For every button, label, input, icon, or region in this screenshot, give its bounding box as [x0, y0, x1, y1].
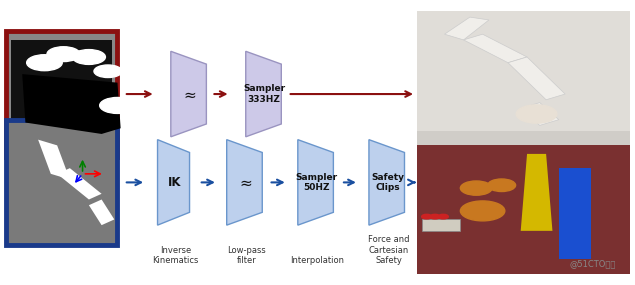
- Text: @51CTO博客: @51CTO博客: [570, 259, 616, 268]
- Circle shape: [438, 214, 448, 219]
- Circle shape: [516, 105, 557, 123]
- Circle shape: [488, 179, 516, 192]
- Circle shape: [422, 214, 432, 219]
- Bar: [417, 11, 630, 274]
- Circle shape: [100, 97, 135, 113]
- Polygon shape: [369, 140, 404, 225]
- Bar: [422, 219, 460, 231]
- Polygon shape: [246, 51, 281, 137]
- Polygon shape: [298, 140, 333, 225]
- Polygon shape: [227, 140, 262, 225]
- Polygon shape: [22, 74, 121, 134]
- Bar: [417, 11, 630, 131]
- Text: Sampler
50HZ: Sampler 50HZ: [295, 173, 337, 192]
- Text: Low-pass
filter: Low-pass filter: [227, 246, 266, 265]
- Polygon shape: [464, 34, 527, 63]
- Text: $\approx$: $\approx$: [237, 175, 253, 190]
- Bar: [6, 120, 117, 245]
- Polygon shape: [521, 154, 552, 231]
- Bar: [11, 40, 112, 148]
- Polygon shape: [508, 57, 565, 100]
- Text: Force and
Cartesian
Safety: Force and Cartesian Safety: [368, 235, 410, 265]
- Text: Safety
Clips: Safety Clips: [371, 173, 404, 192]
- Text: Interpolation: Interpolation: [290, 256, 345, 265]
- Polygon shape: [157, 140, 190, 225]
- Circle shape: [72, 50, 105, 64]
- Circle shape: [94, 65, 122, 78]
- Polygon shape: [57, 168, 102, 199]
- Circle shape: [47, 47, 80, 62]
- Text: $\approx$: $\approx$: [181, 87, 197, 101]
- Text: Sampler
333HZ: Sampler 333HZ: [243, 84, 285, 104]
- Bar: [417, 145, 630, 274]
- Polygon shape: [521, 103, 559, 125]
- Circle shape: [430, 214, 440, 219]
- Bar: [6, 31, 117, 157]
- Circle shape: [27, 55, 62, 71]
- Circle shape: [460, 181, 492, 195]
- Text: Inverse
Kinematics: Inverse Kinematics: [152, 246, 199, 265]
- Polygon shape: [171, 51, 206, 137]
- Text: IK: IK: [168, 176, 181, 189]
- Circle shape: [460, 201, 505, 221]
- Bar: [559, 168, 591, 259]
- Polygon shape: [89, 200, 114, 225]
- Polygon shape: [444, 17, 489, 40]
- Polygon shape: [38, 140, 70, 180]
